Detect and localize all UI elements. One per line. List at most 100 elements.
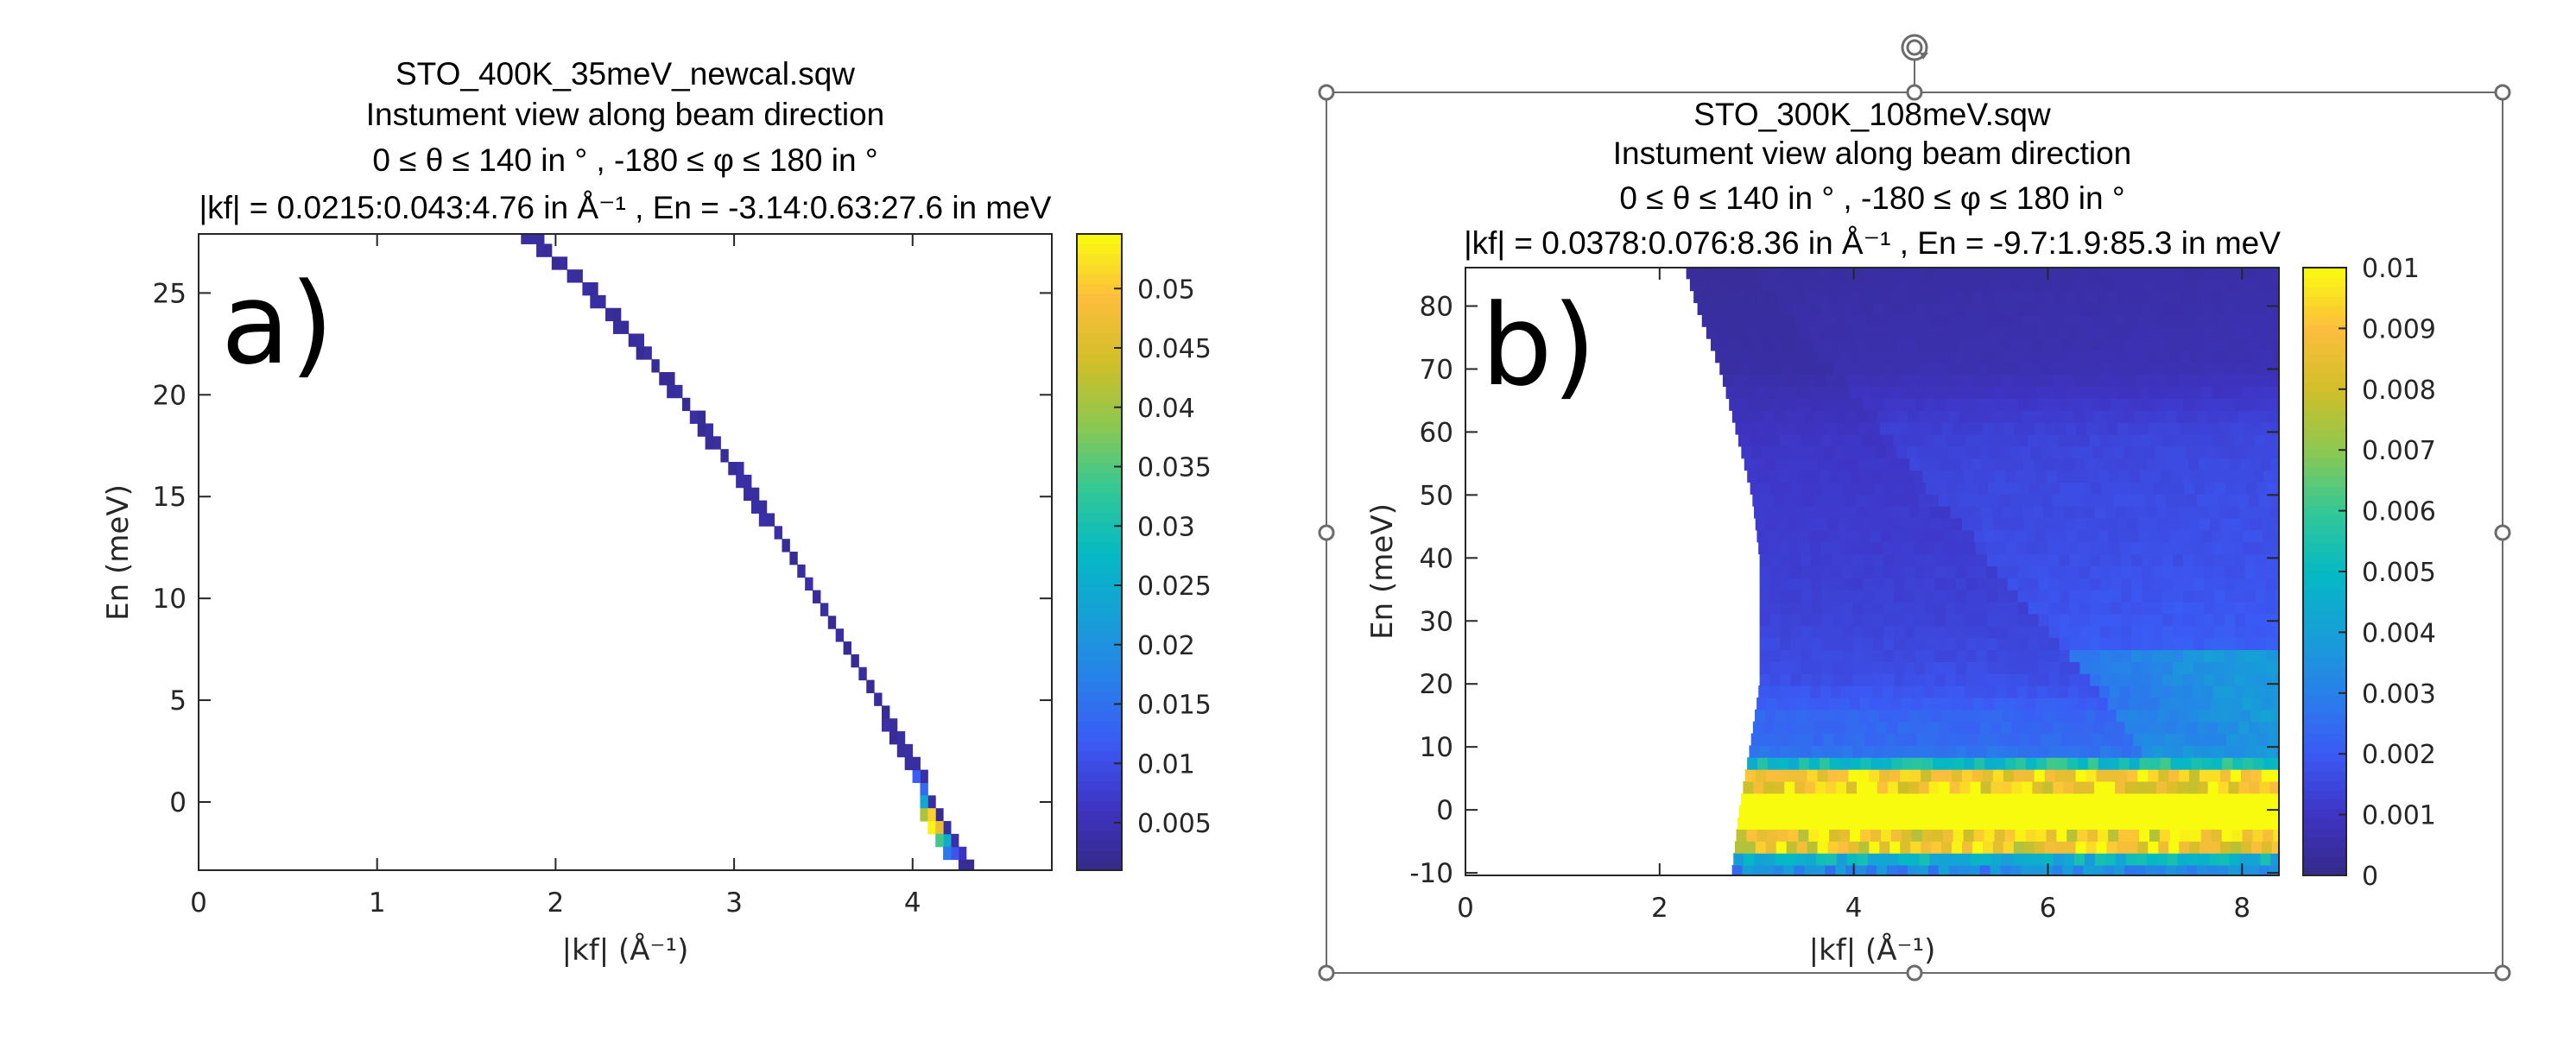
heatmap-cell — [1763, 721, 1775, 735]
heatmap-cell — [2191, 470, 2203, 483]
heatmap-cell — [1879, 422, 1891, 435]
heatmap-cell — [2182, 565, 2194, 578]
heatmap-cell — [1881, 757, 1893, 770]
heatmap-cell — [2248, 494, 2259, 507]
heatmap-cell — [943, 846, 952, 861]
heatmap-cell — [1696, 268, 1708, 280]
resize-handle-middle-left[interactable] — [1318, 524, 1335, 541]
colorbar-segment — [1077, 562, 1122, 573]
heatmap-cell — [2048, 590, 2060, 603]
heatmap-cell — [1873, 590, 1884, 603]
heatmap-cell — [2028, 565, 2040, 578]
heatmap-cell — [2210, 290, 2221, 304]
heatmap-cell — [2121, 565, 2132, 578]
heatmap-cell — [1819, 386, 1830, 399]
heatmap-cell — [2162, 625, 2174, 639]
heatmap-cell — [2022, 374, 2034, 388]
colorbar-segment — [1077, 860, 1122, 871]
heatmap-cell — [2034, 290, 2046, 304]
resize-handles[interactable] — [1318, 84, 2511, 982]
heatmap-cell — [1731, 864, 1744, 876]
heatmap-cell — [1864, 362, 1876, 376]
heatmap-cell — [2106, 517, 2117, 531]
heatmap-cell — [1976, 661, 1988, 674]
heatmap-cell — [2025, 697, 2036, 710]
rotate-icon[interactable] — [1901, 34, 1928, 61]
heatmap-cell — [1807, 769, 1819, 782]
heatmap-cell — [1898, 374, 1909, 388]
heatmap-cell — [2014, 350, 2026, 363]
heatmap-cell — [2144, 338, 2155, 351]
heatmap-cell — [2100, 302, 2111, 315]
colorbar-tick-label: 0.01 — [2362, 254, 2420, 284]
resize-handle-bottom-center[interactable] — [1906, 964, 1923, 982]
heatmap-cell — [2127, 841, 2138, 854]
resize-handle-middle-right[interactable] — [2494, 524, 2511, 541]
resize-handle-top-center[interactable] — [1906, 84, 1923, 101]
heatmap-cell — [1743, 314, 1755, 327]
resize-handle-top-left[interactable] — [1318, 84, 1335, 101]
heatmap-cell — [2021, 721, 2033, 735]
colorbar-segment — [1077, 323, 1122, 334]
heatmap-cell — [1769, 637, 1782, 651]
heatmap-cell — [2109, 541, 2121, 555]
heatmap-cell — [1954, 817, 1965, 830]
heatmap-cell — [2073, 864, 2084, 876]
heatmap-cell — [2061, 445, 2073, 459]
heatmap-cell — [1902, 326, 1914, 339]
heatmap-cell — [2059, 637, 2071, 651]
heatmap-cell — [2259, 314, 2271, 327]
panel-b[interactable]: STO_300K_108meV.sqw Instument view along… — [1365, 97, 2436, 968]
heatmap-cell — [1981, 506, 1992, 519]
heatmap-cell — [2145, 721, 2156, 735]
heatmap-cell — [1958, 278, 1970, 292]
heatmap-cell — [1750, 733, 1763, 746]
heatmap-cell — [2028, 302, 2039, 315]
heatmap-cell — [1852, 625, 1864, 639]
heatmap-cell — [2121, 745, 2132, 758]
heatmap-cell — [2173, 805, 2184, 818]
heatmap-cell — [2221, 697, 2232, 710]
resize-handle-top-right[interactable] — [2494, 84, 2511, 101]
colorbar-segment — [1077, 790, 1122, 801]
heatmap-cell — [2176, 410, 2187, 423]
resize-handle-bottom-left[interactable] — [1318, 964, 1335, 982]
heatmap-cell — [2013, 517, 2025, 531]
heatmap-cell — [1827, 841, 1839, 854]
resize-handle-bottom-right[interactable] — [2494, 964, 2511, 982]
heatmap-cell — [2000, 721, 2012, 735]
heatmap-cell — [2058, 268, 2069, 280]
heatmap-cell — [2189, 841, 2200, 854]
colorbar-segment — [1077, 433, 1122, 444]
heatmap-cell — [2207, 410, 2218, 423]
heatmap-cell — [2052, 410, 2064, 423]
heatmap-cell — [1923, 685, 1935, 698]
heatmap-cell — [858, 666, 867, 681]
heatmap-cell — [1978, 362, 1989, 376]
colorbar-segment — [2303, 543, 2346, 553]
heatmap-cell — [2100, 745, 2111, 758]
heatmap-cell — [1796, 517, 1808, 531]
heatmap-cell — [1923, 541, 1935, 555]
heatmap-cell — [2007, 649, 2019, 662]
heatmap-cell — [705, 436, 713, 450]
colorbar-segment — [2303, 477, 2346, 487]
heatmap-cell — [2074, 458, 2086, 471]
heatmap-cell — [1877, 853, 1889, 866]
heatmap-cell — [1863, 602, 1874, 615]
heatmap-cell — [2069, 673, 2080, 686]
selection-frame[interactable] — [1318, 34, 2511, 982]
heatmap-cell — [1768, 470, 1779, 483]
heatmap-cell — [1871, 817, 1883, 830]
heatmap-cell — [2161, 817, 2173, 830]
heatmap-cell — [2075, 290, 2087, 304]
heatmap-cell — [2138, 697, 2150, 710]
heatmap-cell — [1753, 780, 1764, 794]
colorbar-segment — [1077, 602, 1122, 613]
heatmap-cell — [2193, 637, 2205, 651]
heatmap-cell — [1953, 350, 1964, 363]
heatmap-cell — [1961, 517, 1973, 531]
heatmap-cell — [2083, 721, 2095, 735]
heatmap-cell — [1812, 482, 1823, 495]
heatmap-cell — [2244, 817, 2255, 830]
